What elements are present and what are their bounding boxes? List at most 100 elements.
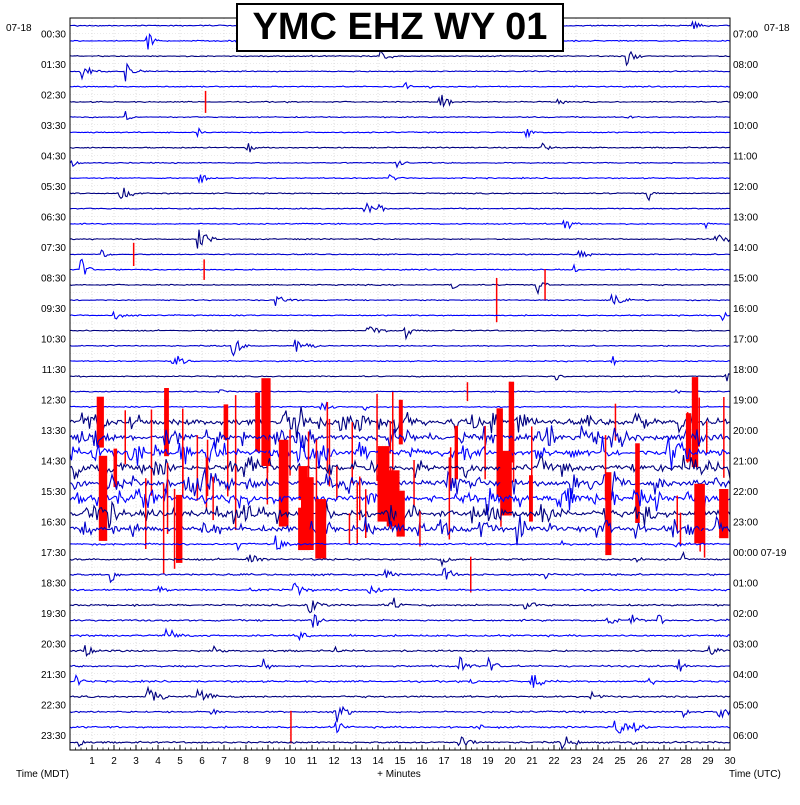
left-time-label: 16:30 [41,517,66,528]
x-tick-label: 6 [199,756,205,767]
x-tick-label: 23 [570,756,582,767]
left-time-label: 15:30 [41,487,66,498]
seismic-trace [69,674,730,688]
x-tick-label: 17 [438,756,450,767]
clipped-signal [124,410,126,465]
x-tick-label: 2 [111,756,117,767]
clipped-signal [377,475,390,522]
seismic-trace [70,389,731,394]
clipped-signal [376,393,378,481]
seismic-trace [69,705,731,723]
left-time-label: 18:30 [41,578,66,589]
right-time-label: 05:00 [733,700,758,711]
right-time-label: 15:00 [733,273,758,284]
seismic-trace [69,48,731,67]
right-time-label: 09:00 [733,90,758,101]
clipped-signal [604,435,607,501]
right-time-label: 00:00 07-19 [733,548,787,559]
clipped-signal [227,439,229,497]
seismic-trace [69,127,731,139]
clipped-signal [698,486,700,541]
clipped-signal [685,413,692,462]
right-time-label: 06:00 [733,731,758,742]
clipped-signal [392,391,394,483]
clipped-signal [326,402,329,473]
left-time-label: 19:30 [41,609,66,620]
clipped-signal [162,483,165,575]
clipped-signal [703,500,706,558]
seismic-trace [70,249,731,259]
clipped-signal [166,462,169,534]
clipped-signal [484,425,486,480]
left-time-label: 01:30 [41,60,66,71]
seismic-trace [69,282,731,296]
clipped-signal [508,381,515,463]
x-tick-label: 14 [372,756,384,767]
clipped-signal [470,556,472,593]
clipped-signal [398,399,403,445]
clipped-signal [113,448,118,488]
right-time-label: 13:00 [733,212,758,223]
clipped-signal [448,457,451,540]
left-time-label: 11:30 [42,365,67,376]
clipped-signal [336,466,338,500]
x-tick-label: 16 [416,756,428,767]
clipped-signal [164,388,169,457]
seismic-trace [69,425,731,452]
x-tick-label: 13 [350,756,362,767]
x-tick-label: 25 [614,756,626,767]
left-time-label: 14:30 [41,456,66,467]
clipped-signal [150,409,153,496]
x-tick-label: 27 [658,756,670,767]
trace-layer [69,20,731,751]
left-time-label: 07:30 [41,243,66,254]
seismic-trace [69,468,731,500]
right-time-label: 12:00 [733,182,758,193]
right-axis-label: Time (UTC) [729,769,781,780]
left-time-label: 06:30 [41,212,66,223]
left-time-label: 21:30 [41,670,66,681]
left-time-labels: 00:30 01:30 02:30 03:30 04:30 05:30 06:30 07:30… [41,29,66,742]
seismic-trace [69,173,731,185]
clipped-signal [495,278,498,323]
clipped-signal [255,392,261,452]
clipped-signal [500,450,512,516]
right-time-label: 11:00 [733,151,758,162]
left-time-label: 08:30 [41,273,66,284]
right-time-label: 20:00 [733,426,758,437]
clipped-signal [676,495,678,532]
right-time-label: 02:00 [733,609,758,620]
clipped-signal [466,382,469,402]
clipped-signal [544,269,546,301]
right-time-label: 08:00 [733,60,758,71]
seismic-trace [69,62,731,82]
x-tick-label: 21 [526,756,538,767]
clipped-signal [691,377,699,468]
seismic-trace [69,339,731,357]
x-tick-label: 4 [155,756,161,767]
clipped-signal [605,472,612,556]
left-date-label: 07-18 [6,23,32,34]
right-time-label: 22:00 [733,487,758,498]
seismic-trace [69,627,731,642]
clipped-signal [389,467,392,530]
seismic-trace [69,685,731,701]
left-time-label: 13:30 [41,426,66,437]
clipped-signal [96,396,104,448]
seismic-trace [70,597,731,614]
title-box: YMC EHZ WY 01 [236,3,564,52]
clipped-signal [449,447,452,489]
clipped-signal [196,435,199,501]
clipped-signal [328,418,331,487]
x-tick-label: 19 [482,756,494,767]
clipped-signal [512,423,515,483]
seismic-trace [69,355,731,367]
clipped-signal [298,507,310,551]
clipped-signal [365,489,367,538]
clipped-signal [315,499,327,559]
clipped-signal [173,488,176,569]
clipped-signal [723,397,725,478]
clipped-signal [176,494,183,563]
clipped-signal [278,439,289,527]
